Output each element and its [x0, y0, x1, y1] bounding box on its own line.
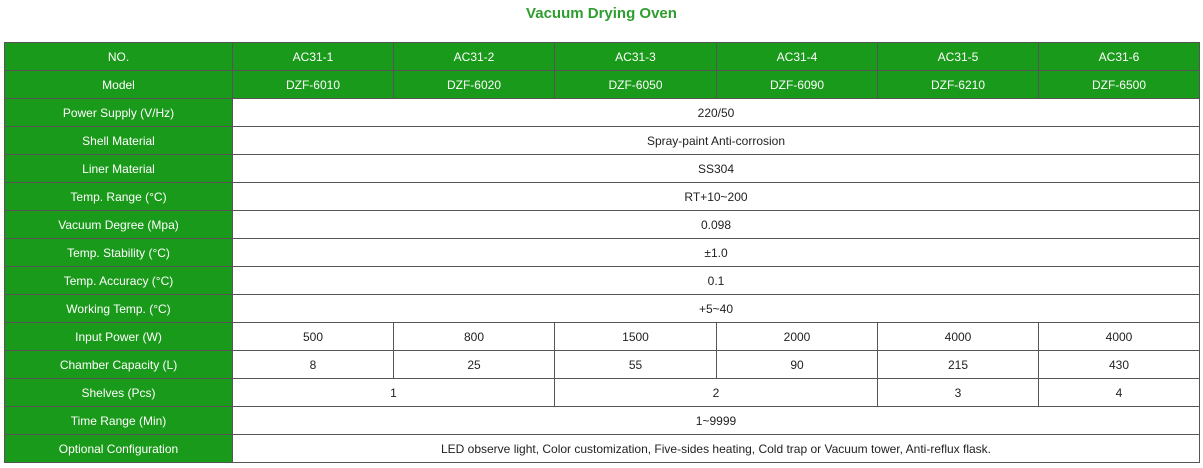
- row-label-optional-configuration: Optional Configuration: [4, 434, 233, 463]
- model-name-cell: DZF-6050: [554, 70, 717, 99]
- row-label-shelves: Shelves (Pcs): [4, 378, 233, 407]
- shelves-cell: 2: [554, 378, 878, 407]
- model-name-cell: DZF-6090: [716, 70, 878, 99]
- row-label-power-supply: Power Supply (V/Hz): [4, 98, 233, 127]
- shelves-cell: 1: [232, 378, 555, 407]
- temp-range-value: RT+10~200: [232, 182, 1200, 211]
- input-power-cell: 800: [393, 322, 555, 351]
- chamber-capacity-cell: 8: [232, 350, 394, 379]
- row-label-vacuum-degree: Vacuum Degree (Mpa): [4, 210, 233, 239]
- row-label-liner-material: Liner Material: [4, 154, 233, 183]
- table-row-temp-stability: Temp. Stability (°C) ±1.0: [4, 238, 1200, 267]
- table-row-shelves: Shelves (Pcs) 1 2 3 4: [4, 378, 1200, 407]
- row-label-no: NO.: [4, 42, 233, 71]
- table-row-no: NO. AC31-1 AC31-2 AC31-3 AC31-4 AC31-5 A…: [4, 42, 1200, 71]
- table-row-model: Model DZF-6010 DZF-6020 DZF-6050 DZF-609…: [4, 70, 1200, 99]
- row-label-input-power: Input Power (W): [4, 322, 233, 351]
- working-temp-value: +5~40: [232, 294, 1200, 323]
- shelves-cell: 3: [877, 378, 1039, 407]
- table-row-input-power: Input Power (W) 500 800 1500 2000 4000 4…: [4, 322, 1200, 351]
- table-row-shell-material: Shell Material Spray-paint Anti-corrosio…: [4, 126, 1200, 155]
- spec-table: NO. AC31-1 AC31-2 AC31-3 AC31-4 AC31-5 A…: [4, 42, 1200, 463]
- table-row-vacuum-degree: Vacuum Degree (Mpa) 0.098: [4, 210, 1200, 239]
- row-label-chamber-capacity: Chamber Capacity (L): [4, 350, 233, 379]
- row-label-shell-material: Shell Material: [4, 126, 233, 155]
- model-number-cell: AC31-1: [232, 42, 394, 71]
- model-number-cell: AC31-3: [554, 42, 717, 71]
- chamber-capacity-cell: 25: [393, 350, 555, 379]
- chamber-capacity-cell: 215: [877, 350, 1039, 379]
- model-number-cell: AC31-6: [1038, 42, 1200, 71]
- power-supply-value: 220/50: [232, 98, 1200, 127]
- input-power-cell: 1500: [554, 322, 717, 351]
- table-row-working-temp: Working Temp. (°C) +5~40: [4, 294, 1200, 323]
- row-label-model: Model: [4, 70, 233, 99]
- model-name-cell: DZF-6020: [393, 70, 555, 99]
- model-number-cell: AC31-4: [716, 42, 878, 71]
- row-label-temp-accuracy: Temp. Accuracy (°C): [4, 266, 233, 295]
- table-row-optional-configuration: Optional Configuration LED observe light…: [4, 434, 1200, 463]
- row-label-temp-range: Temp. Range (°C): [4, 182, 233, 211]
- model-name-cell: DZF-6010: [232, 70, 394, 99]
- row-label-temp-stability: Temp. Stability (°C): [4, 238, 233, 267]
- input-power-cell: 2000: [716, 322, 878, 351]
- shelves-cell: 4: [1038, 378, 1200, 407]
- liner-material-value: SS304: [232, 154, 1200, 183]
- chamber-capacity-cell: 90: [716, 350, 878, 379]
- shell-material-value: Spray-paint Anti-corrosion: [232, 126, 1200, 155]
- vacuum-degree-value: 0.098: [232, 210, 1200, 239]
- model-name-cell: DZF-6210: [877, 70, 1039, 99]
- table-row-chamber-capacity: Chamber Capacity (L) 8 25 55 90 215 430: [4, 350, 1200, 379]
- row-label-working-temp: Working Temp. (°C): [4, 294, 233, 323]
- optional-configuration-value: LED observe light, Color customization, …: [232, 434, 1200, 463]
- temp-accuracy-value: 0.1: [232, 266, 1200, 295]
- table-row-temp-accuracy: Temp. Accuracy (°C) 0.1: [4, 266, 1200, 295]
- model-number-cell: AC31-5: [877, 42, 1039, 71]
- chamber-capacity-cell: 430: [1038, 350, 1200, 379]
- model-number-cell: AC31-2: [393, 42, 555, 71]
- time-range-value: 1~9999: [232, 406, 1200, 435]
- temp-stability-value: ±1.0: [232, 238, 1200, 267]
- input-power-cell: 4000: [1038, 322, 1200, 351]
- table-row-temp-range: Temp. Range (°C) RT+10~200: [4, 182, 1200, 211]
- model-name-cell: DZF-6500: [1038, 70, 1200, 99]
- page-title: Vacuum Drying Oven: [526, 5, 677, 22]
- row-label-time-range: Time Range (Min): [4, 406, 233, 435]
- table-row-power-supply: Power Supply (V/Hz) 220/50: [4, 98, 1200, 127]
- chamber-capacity-cell: 55: [554, 350, 717, 379]
- input-power-cell: 4000: [877, 322, 1039, 351]
- table-row-liner-material: Liner Material SS304: [4, 154, 1200, 183]
- input-power-cell: 500: [232, 322, 394, 351]
- table-row-time-range: Time Range (Min) 1~9999: [4, 406, 1200, 435]
